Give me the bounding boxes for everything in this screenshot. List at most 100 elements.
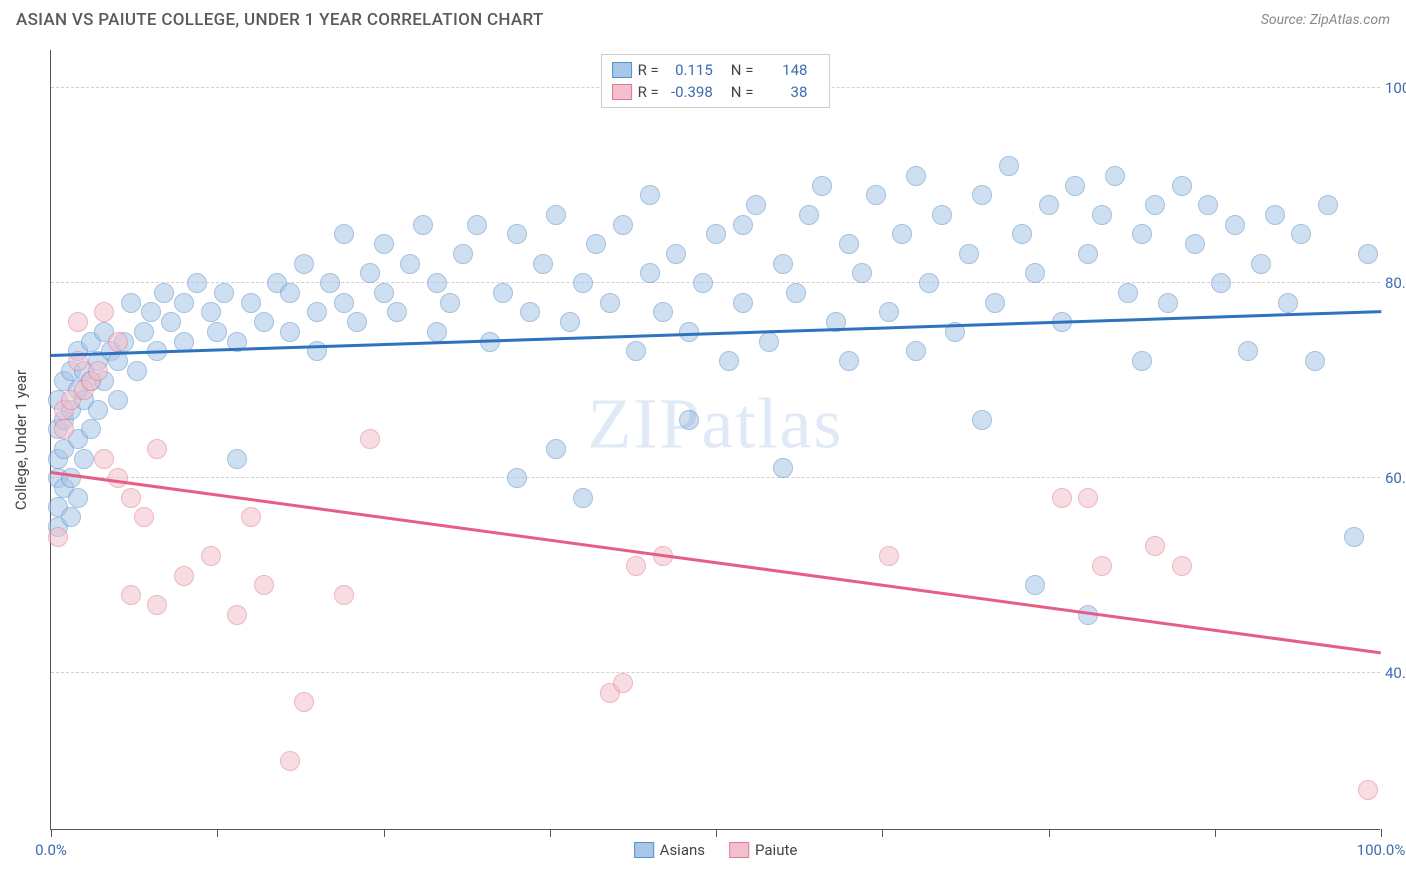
data-point — [154, 283, 174, 303]
data-point — [294, 254, 314, 274]
data-point — [347, 312, 367, 332]
gridline-h — [51, 477, 1380, 478]
data-point — [134, 507, 154, 527]
data-point — [68, 312, 88, 332]
legend-series-label: Asians — [660, 841, 705, 859]
data-point — [613, 215, 633, 235]
data-point — [1012, 224, 1032, 244]
legend-swatch — [612, 84, 632, 100]
data-point — [1172, 556, 1192, 576]
data-point — [773, 458, 793, 478]
data-point — [1158, 293, 1178, 313]
data-point — [1025, 263, 1045, 283]
data-point — [54, 419, 74, 439]
legend-n-value: 38 — [759, 81, 807, 103]
data-point — [626, 341, 646, 361]
legend-swatch — [612, 62, 632, 78]
data-point — [334, 585, 354, 605]
data-point — [374, 234, 394, 254]
data-point — [1078, 488, 1098, 508]
legend-n-value: 148 — [759, 59, 807, 81]
data-point — [626, 556, 646, 576]
legend-series-item: Paiute — [729, 841, 797, 859]
data-point — [201, 302, 221, 322]
data-point — [1358, 780, 1378, 800]
data-point — [573, 488, 593, 508]
trend-line — [51, 310, 1381, 356]
chart-title: ASIAN VS PAIUTE COLLEGE, UNDER 1 YEAR CO… — [16, 10, 544, 30]
data-point — [387, 302, 407, 322]
data-point — [280, 322, 300, 342]
data-point — [360, 263, 380, 283]
x-tick — [882, 829, 883, 837]
data-point — [560, 312, 580, 332]
data-point — [493, 283, 513, 303]
data-point — [1198, 195, 1218, 215]
data-point — [1225, 215, 1245, 235]
legend-series-item: Asians — [634, 841, 705, 859]
data-point — [108, 332, 128, 352]
legend-n-label: N = — [731, 81, 754, 103]
y-axis-title: College, Under 1 year — [12, 369, 30, 509]
data-point — [507, 468, 527, 488]
data-point — [254, 312, 274, 332]
data-point — [679, 410, 699, 430]
data-point — [121, 293, 141, 313]
data-point — [1172, 176, 1192, 196]
data-point — [48, 527, 68, 547]
data-point — [693, 273, 713, 293]
legend-swatch — [729, 842, 749, 858]
data-point — [81, 419, 101, 439]
y-tick-label: 60.0% — [1385, 469, 1406, 487]
data-point — [334, 293, 354, 313]
data-point — [241, 293, 261, 313]
data-point — [1145, 536, 1165, 556]
data-point — [586, 234, 606, 254]
data-point — [74, 449, 94, 469]
y-tick-label: 40.0% — [1385, 664, 1406, 682]
data-point — [294, 692, 314, 712]
legend-series: Asians Paiute — [634, 841, 798, 859]
data-point — [520, 302, 540, 322]
data-point — [1092, 205, 1112, 225]
x-tick — [217, 829, 218, 837]
data-point — [812, 176, 832, 196]
x-tick — [51, 829, 52, 837]
data-point — [1185, 234, 1205, 254]
data-point — [94, 449, 114, 469]
data-point — [799, 205, 819, 225]
x-tick-label: 100.0% — [1357, 841, 1406, 859]
data-point — [280, 283, 300, 303]
data-point — [68, 488, 88, 508]
data-point — [573, 273, 593, 293]
data-point — [640, 263, 660, 283]
watermark-text: ZIPatlas — [588, 382, 844, 465]
data-point — [773, 254, 793, 274]
legend-correlation-box: R = 0.115 N =148R =-0.398N =38 — [601, 54, 831, 108]
data-point — [374, 283, 394, 303]
x-tick — [1215, 829, 1216, 837]
data-point — [334, 224, 354, 244]
y-tick-label: 80.0% — [1385, 274, 1406, 292]
legend-r-value: 0.115 — [665, 59, 713, 81]
legend-r-label: R = — [638, 59, 659, 81]
gridline-h — [51, 282, 1380, 283]
data-point — [640, 185, 660, 205]
data-point — [467, 215, 487, 235]
data-point — [746, 195, 766, 215]
legend-correlation-row: R =0.115N =148 — [612, 59, 820, 81]
data-point — [879, 546, 899, 566]
data-point — [1305, 351, 1325, 371]
data-point — [61, 468, 81, 488]
data-point — [919, 273, 939, 293]
scatter-chart: ZIPatlas College, Under 1 year R =0.115N… — [50, 50, 1380, 830]
data-point — [307, 302, 327, 322]
data-point — [207, 322, 227, 342]
data-point — [1092, 556, 1112, 576]
data-point — [985, 293, 1005, 313]
legend-correlation-row: R =-0.398N =38 — [612, 81, 820, 103]
data-point — [733, 215, 753, 235]
data-point — [999, 156, 1019, 176]
data-point — [88, 400, 108, 420]
data-point — [1025, 575, 1045, 595]
